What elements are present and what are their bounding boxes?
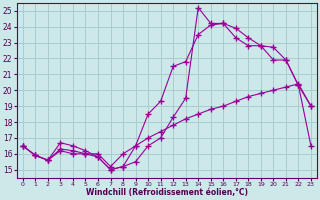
X-axis label: Windchill (Refroidissement éolien,°C): Windchill (Refroidissement éolien,°C) — [86, 188, 248, 197]
